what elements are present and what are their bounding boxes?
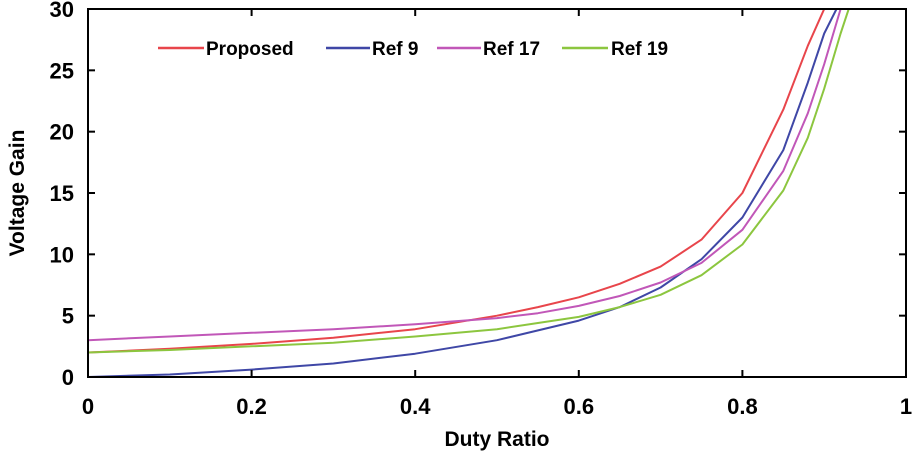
x-tick-label: 0.8 [727,394,758,419]
x-axis-title: Duty Ratio [445,428,550,451]
x-tick-label: 0 [82,394,94,419]
x-tick-label: 0.2 [236,394,267,419]
legend-label: Ref 9 [372,39,418,60]
y-tick-label: 10 [50,242,74,267]
x-tick-label: 1 [900,394,912,419]
legend-entry-ref-19: Ref 19 [562,39,668,60]
y-tick-label: 25 [50,58,74,83]
y-tick-label: 15 [50,181,74,206]
x-tick-label: 0.6 [564,394,595,419]
series-line-ref-19 [88,9,850,354]
y-axis-title: Voltage Gain [6,130,29,257]
y-tick-label: 0 [62,365,74,390]
legend-label: Ref 19 [611,39,668,60]
y-tick-labels: 0 5 10 15 20 25 30 [50,0,74,390]
legend-entry-proposed: Proposed [158,39,294,60]
axis-ticks [87,8,907,378]
y-tick-label: 5 [62,304,74,329]
legend: Proposed Ref 9 Ref 17 Ref 19 [158,39,668,60]
series-line-ref-17 [88,9,842,342]
plot-area [88,9,906,377]
legend-entry-ref-9: Ref 9 [326,39,418,60]
series-lines [88,9,850,377]
x-tick-labels: 0 0.2 0.4 0.6 0.8 1 [82,394,912,419]
y-tick-label: 30 [50,0,74,22]
legend-label: Proposed [206,39,294,60]
x-tick-label: 0.4 [400,394,431,419]
legend-label: Ref 17 [483,39,540,60]
series-line-proposed [88,9,833,354]
y-tick-label: 20 [50,120,74,145]
legend-entry-ref-17: Ref 17 [437,39,540,60]
